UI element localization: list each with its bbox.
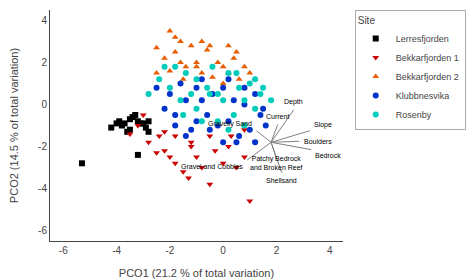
svg-text:Boulders: Boulders	[304, 138, 332, 145]
svg-text:Current: Current	[266, 113, 289, 120]
svg-text:Patchy Bedrockand Broken Reef: Patchy Bedrockand Broken Reef	[250, 155, 303, 171]
svg-text:-2: -2	[165, 245, 174, 256]
svg-text:4: 4	[41, 15, 47, 26]
svg-text:-6: -6	[38, 225, 47, 236]
svg-text:Gravelly Sand: Gravelly Sand	[208, 120, 252, 128]
svg-text:-6: -6	[59, 245, 68, 256]
svg-text:Site: Site	[358, 15, 376, 26]
svg-text:2: 2	[41, 57, 47, 68]
svg-text:Gravel and Cobbles: Gravel and Cobbles	[181, 163, 243, 170]
svg-text:Depth: Depth	[284, 98, 303, 106]
svg-text:PCO1 (21.2 % of total variatio: PCO1 (21.2 % of total variation)	[119, 267, 274, 279]
svg-text:0: 0	[220, 245, 226, 256]
svg-text:Lerresfjorden: Lerresfjorden	[396, 34, 449, 44]
svg-text:Slope: Slope	[314, 121, 332, 129]
svg-text:-2: -2	[38, 141, 47, 152]
svg-text:2: 2	[274, 245, 280, 256]
svg-text:-4: -4	[112, 245, 121, 256]
svg-text:0: 0	[41, 99, 47, 110]
svg-text:-4: -4	[38, 183, 47, 194]
svg-text:Rosenby: Rosenby	[396, 110, 432, 120]
svg-text:Bekkarfjorden 2: Bekkarfjorden 2	[396, 72, 459, 82]
svg-text:Klubbnesvika: Klubbnesvika	[396, 91, 450, 101]
svg-text:Bedrock: Bedrock	[315, 152, 341, 159]
svg-text:Bekkarfjorden 1: Bekkarfjorden 1	[396, 53, 459, 63]
svg-text:4: 4	[327, 245, 333, 256]
svg-text:PCO2 (14.5 % of total variatio: PCO2 (14.5 % of total variation)	[8, 48, 20, 203]
svg-text:Shellsand: Shellsand	[266, 177, 297, 184]
